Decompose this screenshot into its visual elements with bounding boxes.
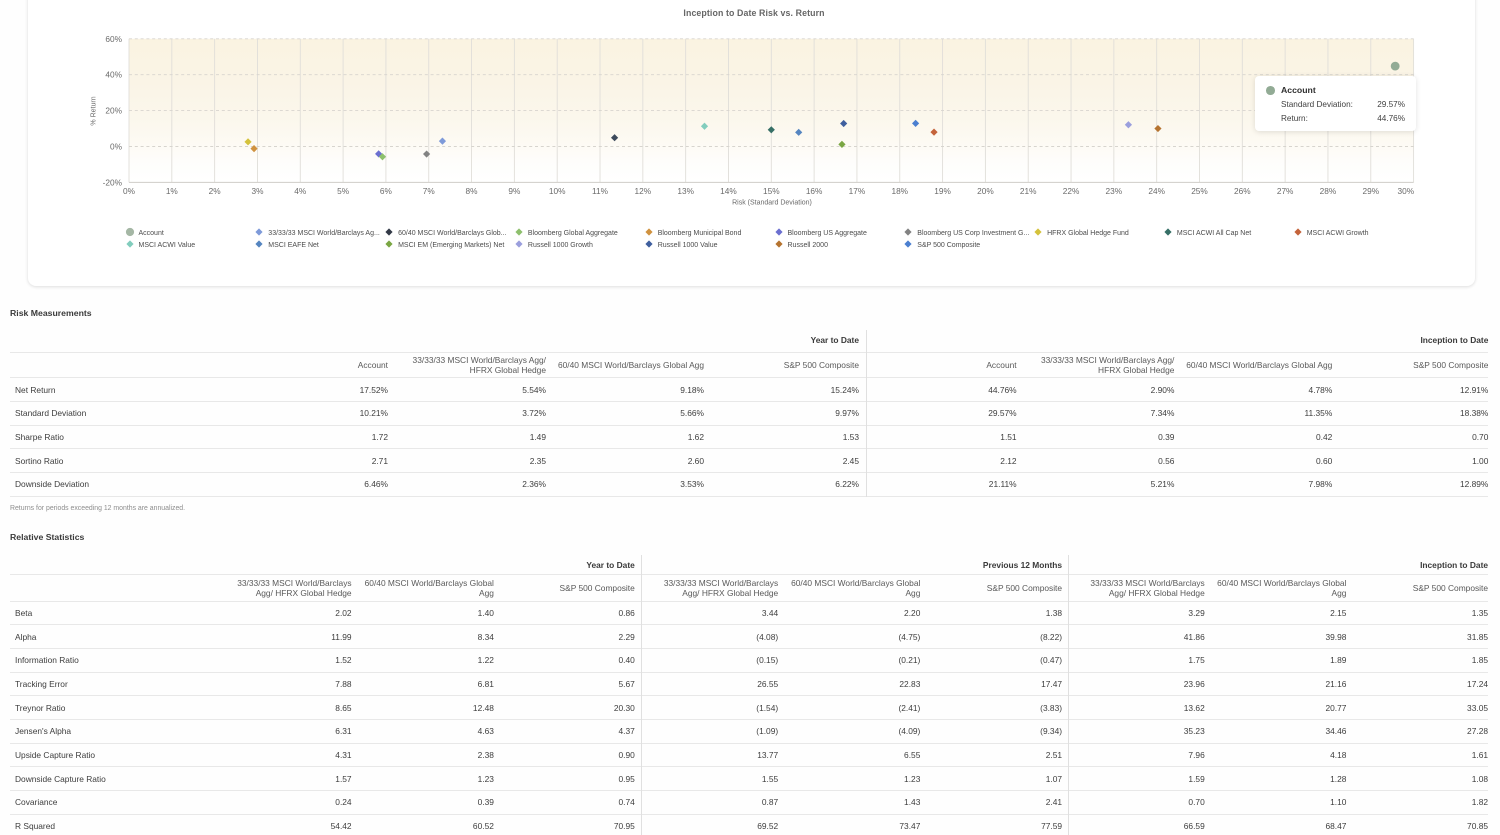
svg-text:40%: 40%: [105, 70, 122, 80]
svg-text:3%: 3%: [251, 186, 264, 196]
svg-text:16%: 16%: [806, 186, 823, 196]
svg-text:21%: 21%: [1020, 186, 1037, 196]
svg-text:60%: 60%: [105, 34, 122, 44]
svg-text:27%: 27%: [1277, 186, 1294, 196]
svg-text:0%: 0%: [123, 186, 136, 196]
svg-text:20%: 20%: [105, 106, 122, 116]
svg-text:14%: 14%: [720, 186, 737, 196]
svg-text:7%: 7%: [423, 186, 436, 196]
svg-text:25%: 25%: [1191, 186, 1208, 196]
svg-text:26%: 26%: [1234, 186, 1251, 196]
svg-text:12%: 12%: [635, 186, 652, 196]
svg-text:% Return: % Return: [91, 96, 98, 125]
svg-text:20%: 20%: [977, 186, 994, 196]
svg-text:19%: 19%: [934, 186, 951, 196]
svg-text:11%: 11%: [592, 186, 609, 196]
svg-text:10%: 10%: [549, 186, 566, 196]
svg-text:24%: 24%: [1148, 186, 1165, 196]
svg-text:2%: 2%: [209, 186, 222, 196]
svg-text:23%: 23%: [1106, 186, 1123, 196]
svg-text:18%: 18%: [891, 186, 908, 196]
svg-text:17%: 17%: [849, 186, 866, 196]
svg-text:0%: 0%: [110, 142, 123, 152]
svg-text:5%: 5%: [337, 186, 350, 196]
svg-text:9%: 9%: [508, 186, 521, 196]
svg-text:15%: 15%: [763, 186, 780, 196]
svg-text:8%: 8%: [466, 186, 479, 196]
svg-text:1%: 1%: [166, 186, 179, 196]
svg-text:13%: 13%: [677, 186, 694, 196]
svg-text:4%: 4%: [294, 186, 307, 196]
svg-text:6%: 6%: [380, 186, 393, 196]
svg-text:Risk (Standard Deviation): Risk (Standard Deviation): [732, 200, 812, 207]
svg-text:22%: 22%: [1063, 186, 1080, 196]
svg-text:28%: 28%: [1320, 186, 1337, 196]
svg-text:29%: 29%: [1362, 186, 1379, 196]
svg-text:30%: 30%: [1397, 186, 1414, 196]
svg-text:-20%: -20%: [103, 177, 123, 187]
